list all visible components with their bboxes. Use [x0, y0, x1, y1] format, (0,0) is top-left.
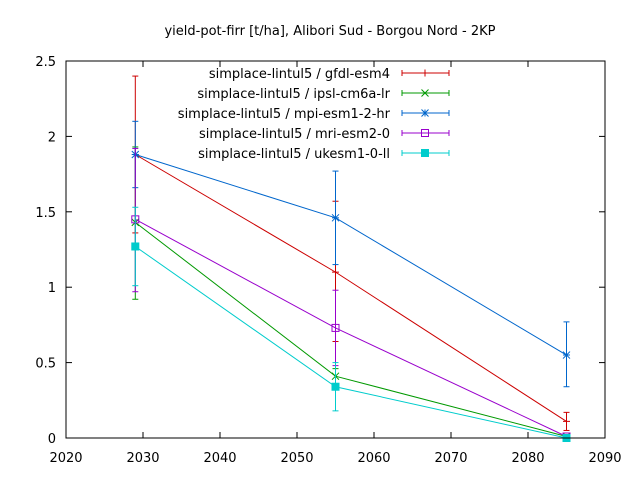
legend-label: simplace-lintul5 / mri-esm2-0	[199, 127, 390, 142]
x-tick-label: 2060	[357, 451, 390, 466]
data-point	[331, 213, 340, 222]
legend-label: simplace-lintul5 / mpi-esm1-2-hr	[178, 107, 391, 122]
data-point	[562, 351, 571, 359]
x-tick-label: 2020	[49, 451, 82, 466]
legend-marker	[421, 129, 429, 137]
legend-label: simplace-lintul5 / ukesm1-0-ll	[198, 147, 390, 162]
x-tick-label: 2040	[203, 451, 236, 466]
data-point	[331, 323, 340, 332]
data-point	[331, 382, 340, 391]
y-tick-label: 0	[48, 432, 56, 447]
x-tick-label: 2080	[511, 451, 544, 466]
x-tick-label: 2050	[280, 451, 313, 466]
data-point	[563, 417, 570, 425]
series	[131, 147, 571, 441]
series-line	[135, 154, 567, 422]
series	[131, 206, 571, 442]
x-tick-label: 2070	[434, 451, 467, 466]
legend-marker	[421, 69, 429, 77]
y-tick-label: 2	[48, 130, 56, 145]
legend-label: simplace-lintul5 / ipsl-cm6a-lr	[197, 87, 390, 102]
legend: simplace-lintul5 / gfdl-esm4 simplace-lin…	[178, 67, 450, 162]
y-tick-label: 1	[48, 281, 56, 296]
legend-label: simplace-lintul5 / gfdl-esm4	[209, 67, 390, 82]
series-line	[135, 218, 567, 437]
data-point	[332, 268, 339, 276]
axis-ticks: 2020 2030 2040 2050 2060 2070 2080 2090 0 0.5 1 1.5…	[35, 55, 621, 466]
legend-marker	[421, 149, 429, 157]
y-tick-label: 1.5	[35, 206, 56, 221]
x-tick-label: 2090	[588, 451, 621, 466]
data-point	[131, 242, 140, 251]
y-tick-label: 2.5	[35, 55, 56, 70]
legend-marker	[421, 89, 429, 97]
series-line	[135, 246, 567, 439]
plot-frame	[65, 60, 606, 439]
y-tick-label: 0.5	[35, 357, 56, 372]
legend-marker	[421, 109, 429, 117]
chart-title: yield-pot-firr [t/ha], Alibori Sud - Bor…	[164, 24, 495, 39]
x-tick-label: 2030	[126, 451, 159, 466]
